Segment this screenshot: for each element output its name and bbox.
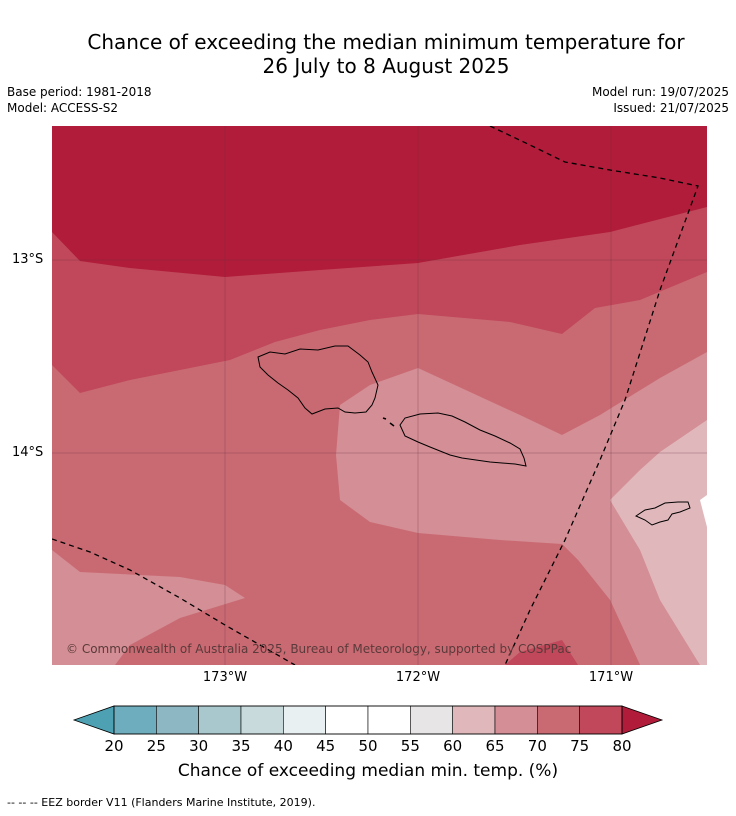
savaii-island bbox=[257, 345, 379, 415]
colorbar-cell bbox=[494, 705, 538, 735]
meta-left: Base period: 1981-2018 Model: ACCESS-S2 bbox=[7, 84, 152, 116]
colorbar-cell bbox=[410, 705, 453, 735]
colorbar-cell bbox=[537, 705, 580, 735]
islet-2 bbox=[389, 422, 395, 427]
copyright-text: © Commonwealth of Australia 2025, Bureau… bbox=[66, 642, 571, 656]
colorbar-tick-label: 80 bbox=[612, 737, 632, 755]
colorbar-cell bbox=[579, 705, 623, 735]
eez-border-southwest bbox=[52, 538, 296, 665]
colorbar-extend-high bbox=[621, 705, 664, 735]
lat-label-14s: 14°S bbox=[12, 445, 44, 460]
colorbar-tick-label: 55 bbox=[400, 737, 420, 755]
model-run: Model run: 19/07/2025 bbox=[591, 85, 729, 99]
band-70-southeast bbox=[540, 544, 640, 665]
map-area: © Commonwealth of Australia 2025, Bureau… bbox=[52, 126, 707, 665]
issued-date: Issued: 21/07/2025 bbox=[613, 101, 729, 115]
band-75-south bbox=[505, 640, 578, 665]
colorbar-extend-low bbox=[72, 705, 115, 735]
colorbar-cell bbox=[156, 705, 199, 735]
lat-label-13s: 13°S bbox=[12, 252, 44, 267]
band-65-southwest bbox=[52, 550, 245, 665]
title-line-1: Chance of exceeding the median minimum t… bbox=[87, 30, 685, 54]
colorbar-tick-label: 25 bbox=[146, 737, 166, 755]
model-name: Model: ACCESS-S2 bbox=[7, 101, 119, 115]
colorbar-cell bbox=[283, 705, 326, 735]
band-80 bbox=[52, 126, 707, 277]
meta-right: Model run: 19/07/2025 Issued: 21/07/2025 bbox=[592, 84, 729, 116]
colorbar-cell bbox=[240, 705, 284, 735]
lon-label-172w: 172°W bbox=[395, 670, 441, 685]
lon-label-171w: 171°W bbox=[588, 670, 634, 685]
map-title: Chance of exceeding the median minimum t… bbox=[0, 30, 736, 78]
colorbar-cell bbox=[367, 705, 411, 735]
colorbar-cell bbox=[113, 705, 157, 735]
tutuila-island bbox=[634, 501, 691, 526]
base-period: Base period: 1981-2018 bbox=[7, 85, 152, 99]
colorbar-tick-label: 75 bbox=[570, 737, 590, 755]
colorbar-tick-label: 45 bbox=[316, 737, 336, 755]
colorbar-title: Chance of exceeding median min. temp. (%… bbox=[177, 761, 559, 781]
footnote: -- -- -- EEZ border V11 (Flanders Marine… bbox=[7, 796, 316, 809]
band-60-east bbox=[610, 420, 707, 665]
colorbar-tick-label: 65 bbox=[485, 737, 505, 755]
lon-label-173w: 173°W bbox=[202, 670, 248, 685]
upolu-island bbox=[399, 412, 527, 467]
islet-1 bbox=[382, 417, 387, 420]
colorbar-frame bbox=[113, 705, 623, 735]
colorbar-cells bbox=[113, 705, 623, 735]
colorbar-cell bbox=[452, 705, 496, 735]
colorbar-cell bbox=[325, 705, 369, 735]
colorbar-tick-label: 30 bbox=[189, 737, 209, 755]
title-line-2: 26 July to 8 August 2025 bbox=[262, 54, 510, 78]
eez-border-east bbox=[489, 126, 699, 665]
colorbar-tick-label: 35 bbox=[231, 737, 251, 755]
colorbar-tick-label: 70 bbox=[527, 737, 547, 755]
colorbar-tick-label: 40 bbox=[273, 737, 293, 755]
colorbar-tick-label: 20 bbox=[104, 737, 124, 755]
band-65-center bbox=[336, 352, 707, 665]
colorbar bbox=[72, 705, 664, 735]
band-55-edge bbox=[700, 495, 707, 527]
colorbar-cell bbox=[198, 705, 242, 735]
colorbar-tick-label: 50 bbox=[358, 737, 378, 755]
colorbar-tick-label: 60 bbox=[443, 737, 463, 755]
